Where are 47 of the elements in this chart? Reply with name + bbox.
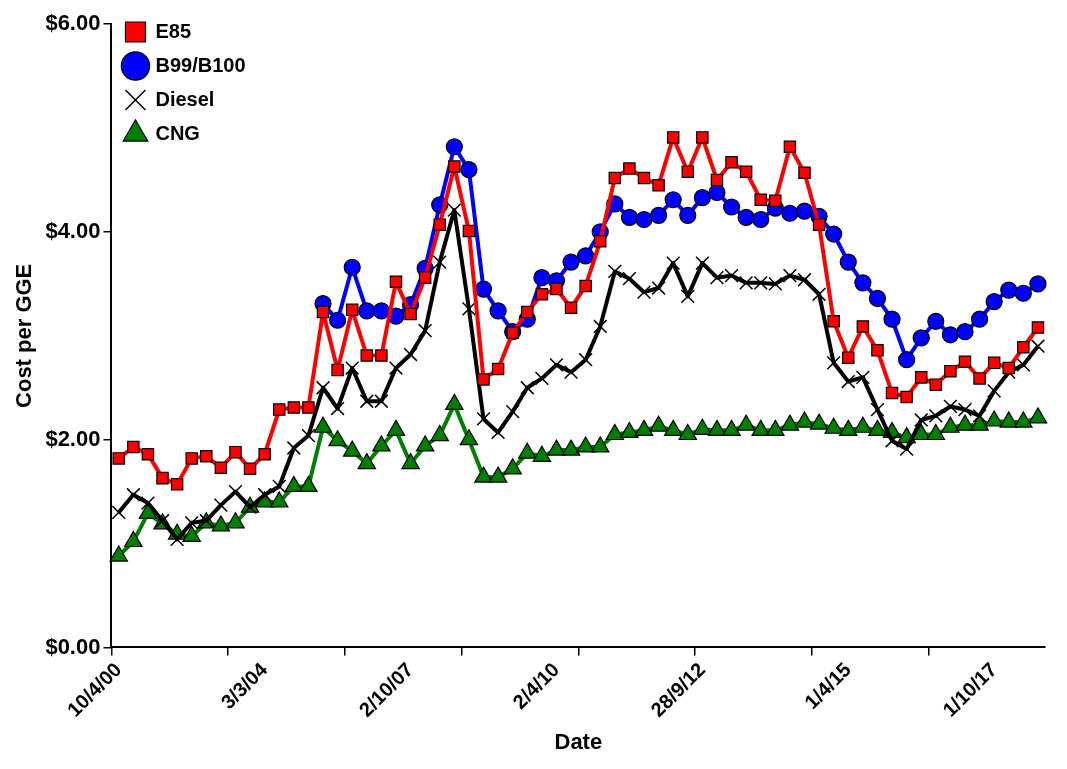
point: [445, 138, 463, 156]
point: [635, 210, 653, 229]
point: [664, 191, 682, 209]
point: [898, 351, 916, 369]
point: [1000, 281, 1018, 299]
point: [489, 302, 507, 320]
point: [956, 323, 974, 341]
point: [854, 274, 872, 292]
point: [343, 258, 361, 276]
point: [737, 208, 755, 227]
point: [474, 280, 493, 298]
point: [883, 310, 901, 328]
y-axis-title: Cost per GGE: [11, 263, 37, 408]
legend-label: CNG: [155, 121, 200, 144]
point: [577, 247, 595, 265]
point: [329, 311, 347, 329]
point: [372, 302, 390, 320]
x-axis-title: Date: [554, 728, 603, 754]
legend-label: Diesel: [155, 87, 215, 110]
legend-label: E85: [155, 19, 192, 42]
point: [912, 329, 930, 347]
point: [1014, 284, 1032, 302]
point: [985, 292, 1003, 311]
point: [1029, 275, 1047, 293]
y-tick-label: $0.00: [45, 633, 101, 659]
y-tick-label: $4.00: [45, 218, 101, 244]
point: [927, 312, 945, 330]
point: [358, 302, 376, 320]
point: [781, 204, 799, 222]
point: [970, 310, 989, 328]
point: [562, 253, 580, 271]
y-tick-label: $2.00: [45, 425, 101, 451]
point: [752, 210, 770, 229]
point: [533, 269, 551, 287]
y-tick-label: $6.00: [45, 10, 101, 36]
point: [941, 326, 959, 344]
point: [868, 289, 887, 308]
point: [693, 189, 711, 207]
point: [795, 202, 814, 220]
point: [679, 206, 697, 224]
legend-label: B99/B100: [155, 53, 246, 76]
point: [620, 208, 639, 227]
point: [722, 198, 741, 216]
point: [649, 206, 668, 224]
point: [460, 161, 478, 179]
point: [825, 225, 843, 243]
point: [839, 253, 857, 271]
